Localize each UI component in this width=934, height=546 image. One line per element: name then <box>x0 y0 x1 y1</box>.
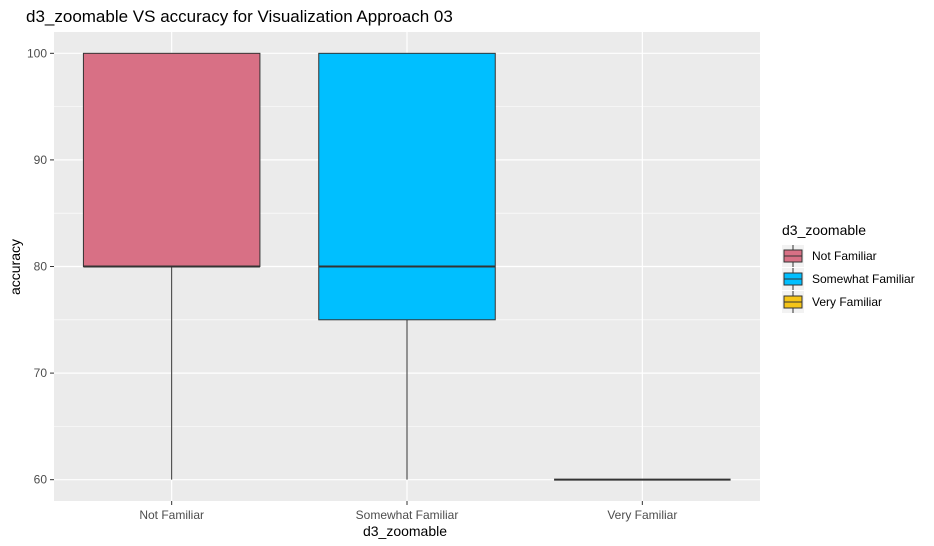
box-2 <box>318 52 496 480</box>
legend-label: Very Familiar <box>812 295 882 309</box>
x-axis-ticks: Not Familiar Somewhat Familiar Very Famili… <box>139 501 677 522</box>
x-tick-label: Not Familiar <box>139 508 204 522</box>
legend-item: Very Familiar <box>782 291 882 313</box>
box-1 <box>82 52 261 480</box>
chart-title: d3_zoomable VS accuracy for Visualizatio… <box>26 7 453 26</box>
legend-label: Not Familiar <box>812 249 877 263</box>
legend-item: Not Familiar <box>782 245 877 267</box>
legend-item: Somewhat Familiar <box>782 268 915 290</box>
legend-label: Somewhat Familiar <box>812 272 915 286</box>
legend-title: d3_zoomable <box>782 222 866 238</box>
y-axis-title: accuracy <box>7 239 23 295</box>
y-tick-label: 60 <box>34 473 48 487</box>
legend: d3_zoomable Not Familiar Somewhat Familia… <box>782 222 915 313</box>
box-body <box>318 52 496 321</box>
y-axis-ticks: 60 70 80 90 100 <box>27 46 54 487</box>
x-tick-label: Somewhat Familiar <box>356 508 459 522</box>
x-tick-label: Very Familiar <box>607 508 677 522</box>
y-tick-label: 100 <box>27 46 47 60</box>
y-tick-label: 90 <box>34 153 48 167</box>
y-tick-label: 70 <box>34 366 48 380</box>
box-body <box>82 52 261 268</box>
y-tick-label: 80 <box>34 260 48 274</box>
x-axis-title: d3_zoomable <box>363 523 447 539</box>
boxes <box>82 52 731 481</box>
